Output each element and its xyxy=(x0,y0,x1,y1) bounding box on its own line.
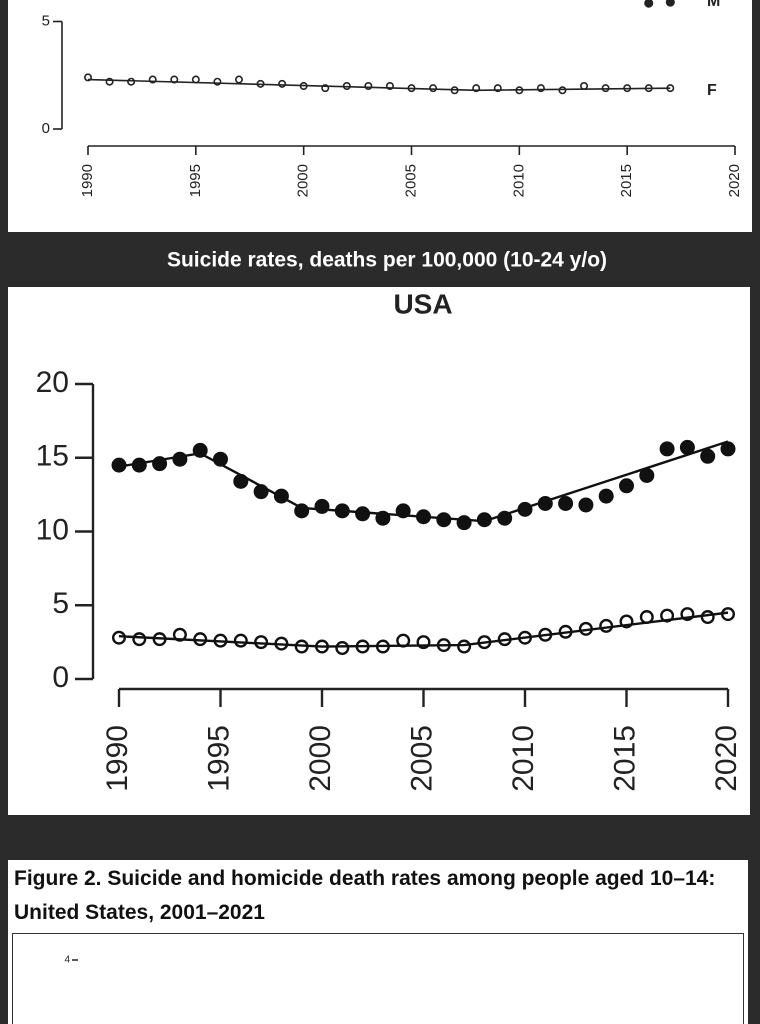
data-point xyxy=(436,512,452,528)
series-label: F xyxy=(707,82,717,99)
trend-line xyxy=(87,78,671,92)
trend-line xyxy=(118,611,729,648)
x-tick-label: 2020 xyxy=(726,164,743,197)
data-point xyxy=(111,630,126,645)
x-tick-label: 2015 xyxy=(618,164,635,197)
x-tick-label: 2020 xyxy=(710,725,743,792)
chart: 4 xyxy=(64,955,78,966)
chart: 0 5 10 15 20 1990 1995 2000 2005 2010 2015 2020 xyxy=(36,366,743,792)
data-point xyxy=(355,506,371,522)
data-point xyxy=(598,488,614,504)
data-point xyxy=(131,457,147,473)
data-point xyxy=(172,451,188,467)
data-point xyxy=(429,84,438,93)
y-tick-label: 5 xyxy=(52,587,69,620)
x-tick-label: 2000 xyxy=(304,725,337,792)
data-point xyxy=(679,439,695,455)
x-tick-label: 2005 xyxy=(402,164,419,197)
series-label: M xyxy=(707,0,720,10)
data-point xyxy=(665,0,675,7)
data-point xyxy=(580,82,589,91)
data-point xyxy=(456,515,472,531)
chart: 0 5 1990 1995 2000 2005 2010 2015 2020 M F xyxy=(42,0,743,197)
data-point xyxy=(233,633,248,648)
data-point xyxy=(720,441,736,457)
data-point xyxy=(127,77,136,86)
data-point xyxy=(457,639,472,654)
trend-line xyxy=(118,440,729,523)
panel xyxy=(8,860,748,1024)
data-point xyxy=(132,632,147,647)
x-tick-label: 1990 xyxy=(101,725,134,792)
x-tick-label: 2010 xyxy=(510,164,527,197)
y-tick-label: 5 xyxy=(42,12,50,29)
data-point xyxy=(639,467,655,483)
data-point xyxy=(558,86,567,95)
panel xyxy=(8,0,752,232)
data-point xyxy=(578,497,594,513)
y-tick-label: 20 xyxy=(36,366,69,399)
y-tick-label: 0 xyxy=(52,661,69,694)
data-point xyxy=(644,0,654,8)
y-tick-label: 15 xyxy=(36,440,69,473)
chart-title: USA xyxy=(393,288,452,319)
x-tick-label: 1990 xyxy=(79,164,96,197)
x-tick-label: 1995 xyxy=(202,725,235,792)
data-point xyxy=(700,448,716,464)
figure-frame xyxy=(12,933,744,1024)
data-point xyxy=(476,512,492,528)
x-tick-label: 2015 xyxy=(608,725,641,792)
data-point xyxy=(234,75,243,84)
header: Suicide rates, deaths per 100,000 (10-24… xyxy=(167,249,607,272)
x-tick-label: 2005 xyxy=(405,725,438,792)
panel xyxy=(8,287,750,815)
x-tick-label: 2010 xyxy=(507,725,540,792)
x-tick-label: 2000 xyxy=(295,164,312,197)
figure-caption: Figure 2. Suicide and homicide death rat… xyxy=(14,867,716,924)
data-point xyxy=(364,82,373,91)
data-point xyxy=(619,478,634,494)
data-point xyxy=(172,627,187,642)
data-point xyxy=(700,610,715,625)
x-tick-label: 1995 xyxy=(187,164,204,197)
data-point xyxy=(558,495,574,511)
y-tick-label: 4 xyxy=(64,955,70,966)
data-point xyxy=(659,441,675,457)
data-point xyxy=(314,498,330,514)
data-point xyxy=(660,608,675,623)
data-point xyxy=(278,79,287,88)
y-tick-label: 0 xyxy=(42,120,50,137)
data-point xyxy=(111,457,127,473)
data-point xyxy=(335,641,350,656)
y-tick-label: 10 xyxy=(36,513,69,546)
